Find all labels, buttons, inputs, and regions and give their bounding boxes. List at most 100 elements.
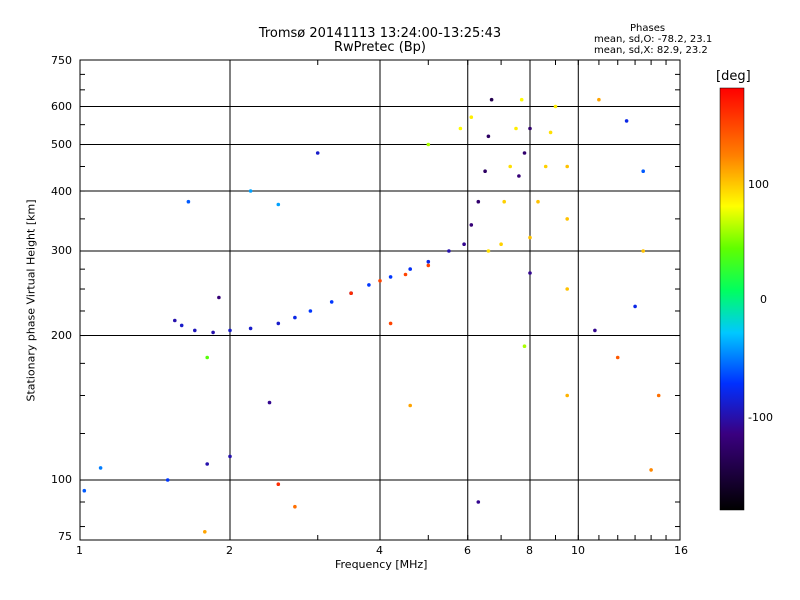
data-point [203,530,207,534]
data-point [248,326,253,331]
data-point [426,263,431,268]
data-point [308,309,313,313]
y-tick-label: 200 [51,329,72,342]
data-point [193,328,197,333]
data-point [597,97,601,102]
data-point [641,169,645,173]
data-point [426,259,431,264]
data-point [248,189,253,193]
legend-line-x: mean, sd,X: 82.9, 23.2 [594,45,708,56]
data-point [565,217,569,221]
chart-title: Tromsø 20141113 13:24:00-13:25:43 [258,26,502,41]
data-point [228,328,232,333]
data-point [315,151,320,155]
data-point [447,249,451,253]
data-point [536,199,540,204]
data-point [528,235,532,240]
data-point [205,355,209,360]
data-point [205,462,209,466]
data-point [593,328,597,333]
data-point [293,315,297,320]
x-tick-label: 1 [76,544,83,557]
x-tick-marks [79,60,681,540]
y-tick-label: 600 [51,100,72,113]
data-point [408,403,413,408]
data-point [624,119,629,123]
y-tick-label: 400 [51,185,72,198]
x-tick-label: 8 [526,544,533,557]
data-point [508,164,512,169]
x-tick-label: 16 [674,544,688,557]
data-point [98,466,103,470]
y-tick-label: 300 [51,244,72,257]
y-tick-label: 500 [51,138,72,151]
data-point [469,223,474,227]
data-point [502,199,507,204]
data-point [489,97,494,102]
y-tick-label: 100 [51,473,72,486]
data-point [349,291,353,296]
data-point [633,304,637,309]
data-point [641,249,645,253]
data-point [656,393,661,398]
data-point [179,323,184,328]
y-tick-label: 750 [51,54,72,67]
colorbar-tick-label: -100 [748,411,773,424]
data-point [293,504,297,509]
data-point [528,271,532,275]
legend-line-o: mean, sd,O: -78.2, 23.1 [594,34,713,45]
data-point [565,287,569,291]
data-point [486,249,491,253]
data-point [553,104,558,109]
data-point [565,393,569,398]
colorbar-tick-label: 100 [748,178,769,191]
data-point [367,283,371,287]
colorbar-label: [deg] [716,69,751,84]
data-point [388,321,393,326]
y-tick-marks [80,59,680,528]
data-point [173,318,177,323]
data-point [426,142,431,147]
legend-title: Phases [630,23,666,34]
colorbar [719,87,745,511]
x-tick-label: 2 [226,544,233,557]
data-point [211,330,215,335]
data-point [522,151,527,155]
data-point [82,488,87,493]
data-point [486,134,491,139]
data-point [476,199,481,204]
data-point [403,272,408,277]
data-point [517,174,521,178]
data-point [483,169,487,173]
data-point [649,468,653,472]
data-point [186,199,191,204]
data-point [615,355,620,360]
data-point [217,295,221,300]
data-point [499,242,503,246]
data-point [548,130,553,135]
data-point [519,97,524,102]
data-point [408,267,413,271]
data-point [276,202,281,207]
data-point [514,126,518,131]
data-point [329,300,334,304]
chart-subtitle: RwPretec (Bp) [333,40,427,55]
colorbar-tick-label: 0 [760,293,767,306]
data-point [267,400,272,405]
data-point [522,344,527,349]
data-point [476,500,481,504]
grid [80,60,680,540]
data-point [469,115,474,119]
data-point [378,279,382,283]
x-axis-label: Frequency [MHz] [335,558,428,571]
data-points [82,97,661,534]
data-point [276,321,281,326]
data-point [528,126,532,131]
data-point [543,164,548,169]
y-tick-label: 75 [58,530,72,543]
data-point [165,478,170,482]
data-point [388,275,393,279]
y-axis-label: Stationary phase Virtual Height [km] [24,199,38,402]
data-point [458,126,463,131]
